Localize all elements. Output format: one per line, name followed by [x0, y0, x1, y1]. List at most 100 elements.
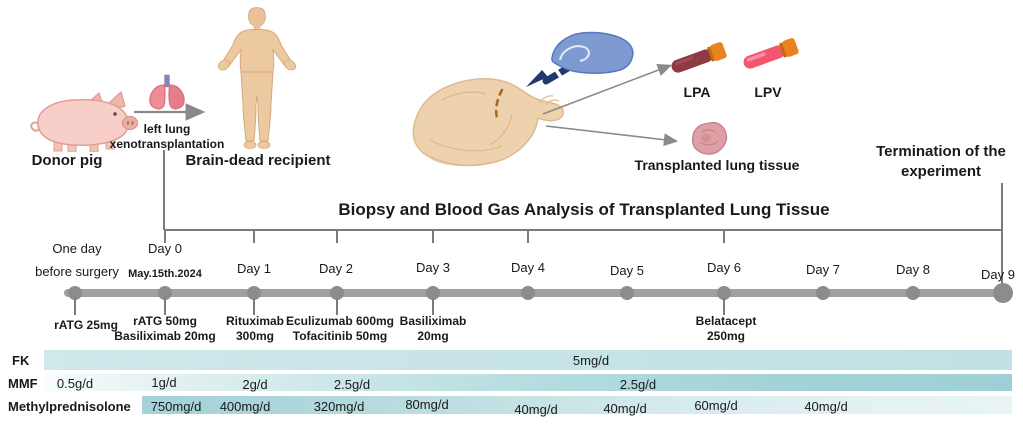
biopsy-title: Biopsy and Blood Gas Analysis of Transpl…: [338, 200, 830, 219]
annotation-connector: [74, 298, 76, 315]
timeline-bar: [64, 289, 1010, 297]
transfer-caption-line2: xenotransplantation: [109, 137, 225, 151]
torso-fingers: [539, 95, 560, 106]
day-label-3: Day 3: [416, 260, 450, 275]
transfer-caption-line1: left lung: [143, 122, 191, 136]
mmf-dose: 2g/d: [242, 377, 268, 392]
dose-bar-methylprednisolone: [142, 396, 1012, 414]
tissue-label: Transplanted lung tissue: [634, 157, 800, 173]
mp-dose: 40mg/d: [603, 401, 647, 416]
mp-dose: 80mg/d: [405, 397, 449, 412]
timeline-dot-pre: [68, 286, 82, 300]
mp-dose: 400mg/d: [219, 399, 271, 414]
annotation-line: Tofacitinib 50mg: [292, 329, 388, 343]
pig-snout: [121, 115, 139, 131]
day-label-0-date: May.15th.2024: [128, 268, 202, 280]
tissue-texture: [699, 129, 719, 146]
sample-arrows: [542, 64, 679, 147]
human-foot: [243, 141, 257, 149]
drug-annotation-day3: Basiliximab 20mg: [400, 314, 467, 344]
lpa-label: LPA: [683, 84, 711, 100]
day-label-8: Day 8: [896, 262, 930, 277]
day-label-2: Day 2: [319, 261, 353, 276]
glove-finger-line: [559, 45, 590, 62]
mp-dose: 40mg/d: [514, 402, 558, 417]
lpv-label: LPV: [754, 84, 782, 100]
blood-tube-lpa: [671, 42, 727, 73]
annotation-line: Rituximab: [225, 314, 285, 328]
biopsy-tick-day1: [253, 229, 255, 243]
recipient-label: Brain-dead recipient: [185, 152, 331, 169]
timeline-dot-day9: [993, 283, 1013, 303]
timeline-dot-day3: [426, 286, 440, 300]
drug-annotation-pre: rATG 25mg: [54, 318, 118, 333]
termination-label: Termination of the experiment: [876, 142, 1006, 182]
annotation-line: 300mg: [235, 329, 275, 343]
mp-dose: 60mg/d: [694, 398, 738, 413]
left-lobe: [149, 84, 166, 110]
glove-scalpel-icon: [526, 31, 634, 87]
torso-folds: [429, 91, 513, 152]
right-lobe: [168, 84, 185, 110]
transplant-arrow: [134, 103, 206, 121]
annotation-line: 250mg: [706, 329, 746, 343]
mmf-dose: 1g/d: [151, 375, 177, 390]
human-torso-arms: [221, 29, 293, 73]
lungs-icon: [149, 74, 185, 110]
blood-tube-lpv: [743, 38, 799, 69]
annotation-line: Eculizumab 600mg: [285, 314, 395, 328]
annotation-connector: [336, 298, 338, 315]
annotation-line: 20mg: [417, 329, 449, 343]
day-label-4: Day 4: [511, 260, 545, 275]
annotation-line: rATG 25mg: [54, 318, 118, 332]
timeline-dot-day5: [620, 286, 634, 300]
termination-line: [1001, 183, 1003, 293]
timeline-dot-day6: [717, 286, 731, 300]
annotation-line: Basiliximab 20mg: [114, 329, 216, 343]
human-neck: [253, 24, 261, 32]
biopsy-tick-day0: [164, 229, 166, 243]
drug-annotation-day0: rATG 50mg Basiliximab 20mg: [114, 314, 215, 344]
dose-bar-mmf: [44, 374, 1012, 391]
glove: [551, 31, 634, 74]
human-head: [248, 7, 266, 27]
row-label-mmf: MMF: [8, 376, 38, 391]
biopsy-tick-day2: [336, 229, 338, 243]
scalpel-band: [554, 69, 563, 78]
human-illustration: [217, 7, 297, 149]
lpv-tube-shine: [746, 52, 766, 62]
row-label-methylprednisolone: Methylprednisolone: [8, 399, 131, 414]
fk-dose: 5mg/d: [572, 353, 610, 368]
day-label-5: Day 5: [610, 263, 644, 278]
mmf-dose: 2.5g/d: [333, 377, 371, 392]
day-label-0: Day 0: [148, 241, 182, 256]
lpa-cap-ring: [706, 46, 716, 62]
transplant-to-timeline-line: [163, 150, 165, 230]
timeline-dot-day1: [247, 286, 261, 300]
annotation-connector: [253, 298, 255, 315]
pig-nostril: [126, 121, 130, 125]
timeline-dot-day0: [158, 286, 172, 300]
drug-annotation-day1: Rituximab 300mg: [226, 314, 284, 344]
donor-pig-label: Donor pig: [31, 152, 103, 169]
mp-dose: 40mg/d: [804, 399, 848, 414]
lpa-tube-body: [671, 49, 713, 73]
lpv-tube-body: [743, 45, 785, 69]
lpv-cap: [782, 38, 799, 57]
biopsy-tick-day4: [527, 229, 529, 243]
drug-annotation-day6: Belatacept 250mg: [696, 314, 757, 344]
human-hand: [283, 59, 297, 71]
scalpel-blade: [526, 70, 548, 87]
torso-shadow: [424, 152, 502, 167]
arrow-to-tissue: [545, 125, 679, 147]
day-label-7: Day 7: [806, 262, 840, 277]
termination-line2: experiment: [900, 163, 982, 180]
pig-illustration: [30, 90, 139, 152]
human-legs: [240, 71, 274, 142]
human-foot: [257, 141, 271, 149]
annotation-line: Belatacept: [695, 314, 757, 328]
timeline-dot-day7: [816, 286, 830, 300]
dose-bar-fk: [44, 350, 1012, 370]
arrow-to-tubes: [542, 64, 672, 115]
